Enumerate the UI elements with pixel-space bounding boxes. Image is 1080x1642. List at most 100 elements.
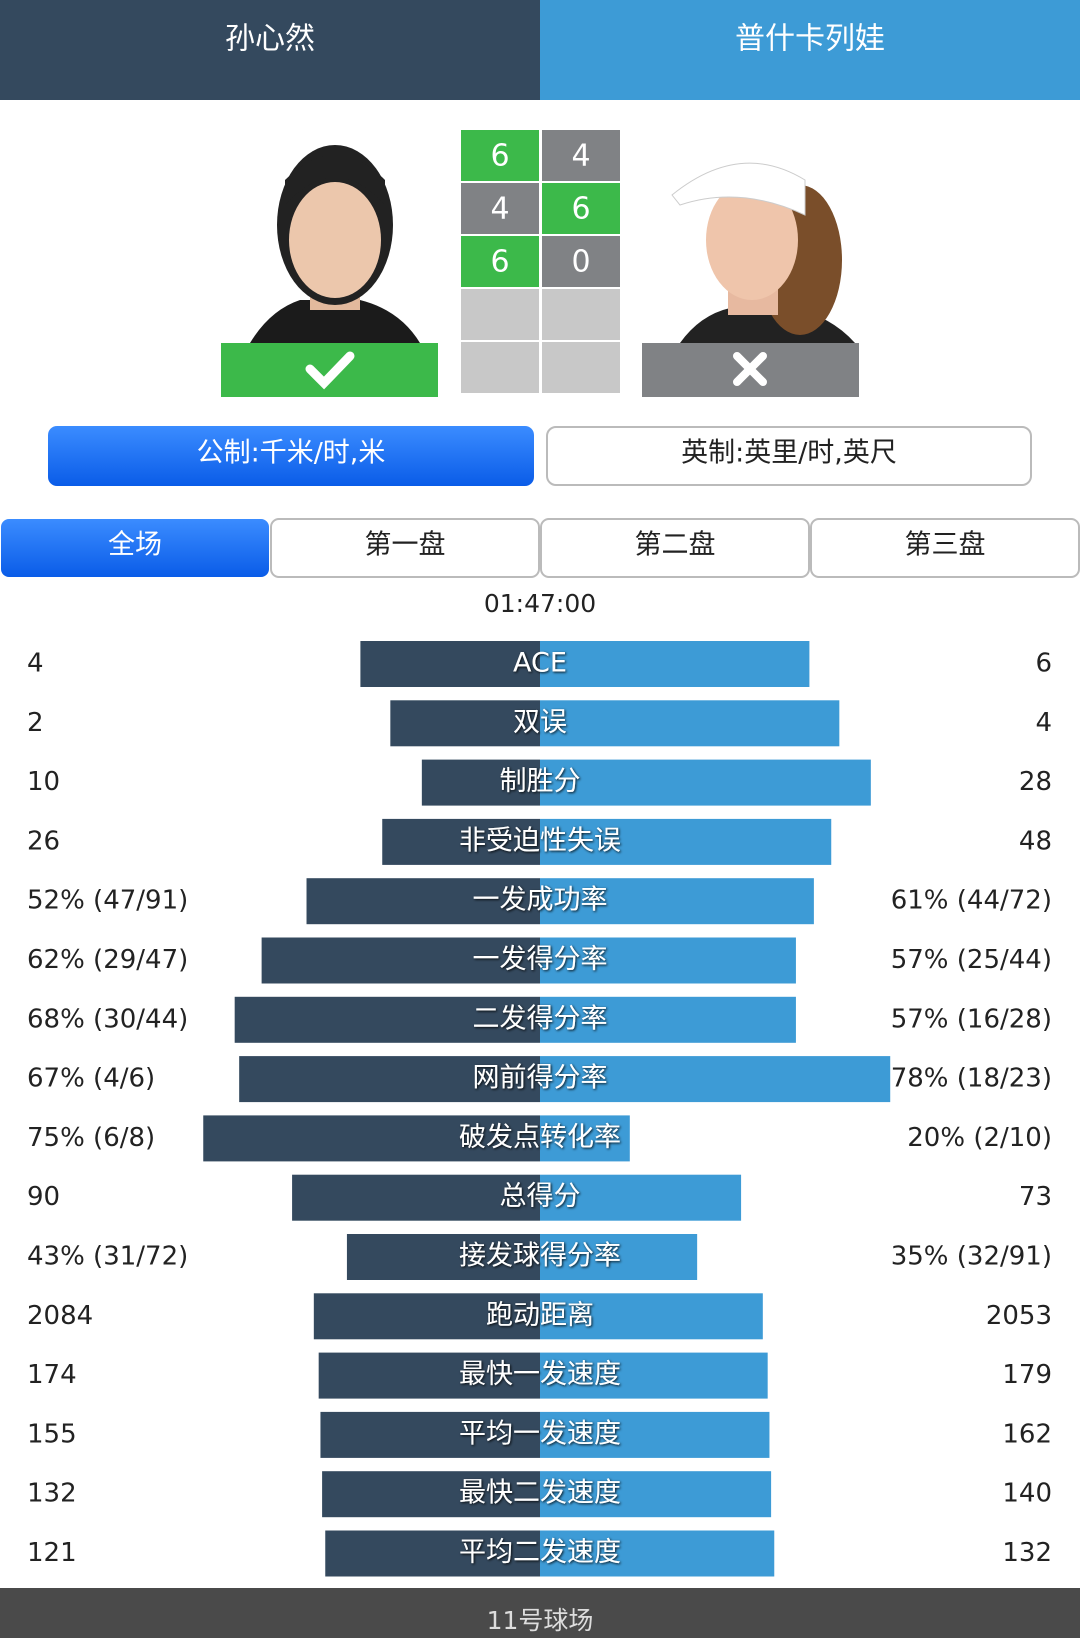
header-right xyxy=(540,0,1080,100)
check-icon xyxy=(305,351,355,390)
stat-label: 平均一发速度 xyxy=(459,1418,621,1449)
stat-right-value: 61% (44/72) xyxy=(891,886,1052,916)
stat-right-value: 179 xyxy=(1002,1360,1052,1390)
winner-badge xyxy=(221,343,438,397)
stat-left-value: 90 xyxy=(27,1182,60,1212)
stat-left-value: 67% (4/6) xyxy=(27,1064,155,1094)
stat-right-value: 4 xyxy=(1035,708,1052,738)
stat-bar-right xyxy=(540,1352,768,1399)
stat-label: 一发成功率 xyxy=(473,885,608,916)
stat-bar-right xyxy=(540,1174,742,1221)
stat-bar-right xyxy=(540,1056,891,1103)
stat-bar-left xyxy=(203,1115,540,1162)
score-cell xyxy=(461,236,539,287)
stat-right-value: 28 xyxy=(1019,767,1052,797)
unit-button[interactable] xyxy=(48,426,534,486)
stat-left-value: 4 xyxy=(27,649,44,679)
stat-left-value: 10 xyxy=(27,767,60,797)
stat-left-value: 68% (30/44) xyxy=(27,1004,188,1034)
stat-left-value: 26 xyxy=(27,826,60,856)
stat-label: 总得分 xyxy=(500,1181,581,1212)
set-tab-label: 第三盘 xyxy=(905,530,986,561)
stat-label: 非受迫性失误 xyxy=(459,825,621,856)
stat-label: 制胜分 xyxy=(500,766,581,797)
stat-bar-left xyxy=(313,1293,540,1340)
stat-bar-right xyxy=(540,759,871,806)
stat-bar-left xyxy=(390,700,540,747)
set-tab-label: 第一盘 xyxy=(365,530,446,561)
footer-bar xyxy=(0,1588,1080,1638)
stat-left-value: 43% (31/72) xyxy=(27,1242,188,1272)
stat-label: 跑动距离 xyxy=(486,1300,594,1331)
stat-bar-left xyxy=(346,1234,540,1280)
score-cell xyxy=(542,236,620,287)
stat-bar-left xyxy=(306,878,540,925)
stat-bar-right xyxy=(540,1530,775,1577)
stat-label: 双误 xyxy=(513,707,567,738)
score-cell xyxy=(461,130,539,181)
set-tab-label: 全场 xyxy=(108,530,162,561)
court-name: 11号球场 xyxy=(487,1606,594,1635)
set-tab[interactable] xyxy=(270,518,540,578)
stat-right-value: 20% (2/10) xyxy=(907,1123,1052,1153)
stat-label: 破发点转化率 xyxy=(459,1122,621,1153)
stat-bar-left xyxy=(421,759,540,806)
stat-bar-right xyxy=(540,937,796,984)
stat-right-value: 57% (16/28) xyxy=(891,1004,1052,1034)
score-cell xyxy=(461,342,539,393)
stat-bar-left xyxy=(234,996,540,1043)
score-cell xyxy=(542,130,620,181)
player-photo xyxy=(671,162,855,343)
score-value: 6 xyxy=(571,192,590,227)
stat-left-value: 2 xyxy=(27,708,44,738)
stat-bar-right xyxy=(540,878,814,925)
set-tab[interactable] xyxy=(1,519,269,577)
score-value: 6 xyxy=(490,245,509,280)
stat-bar-left xyxy=(292,1174,540,1221)
stat-bar-left xyxy=(318,1352,540,1399)
match-duration: 01:47:00 xyxy=(484,589,596,618)
stat-right-value: 162 xyxy=(1002,1419,1052,1449)
score-value: 6 xyxy=(490,139,509,174)
stat-label: 平均二发速度 xyxy=(459,1537,621,1568)
stat-left-value: 75% (6/8) xyxy=(27,1123,155,1153)
stat-label: 二发得分率 xyxy=(473,1003,608,1034)
stat-left-value: 132 xyxy=(27,1479,77,1509)
unit-label: 公制:千米/时,米 xyxy=(197,438,386,469)
stat-left-value: 121 xyxy=(27,1538,77,1568)
stat-right-value: 57% (25/44) xyxy=(891,945,1052,975)
stat-right-value: 48 xyxy=(1019,826,1052,856)
unit-button[interactable] xyxy=(546,426,1032,486)
player-name: 孙心然 xyxy=(225,22,315,57)
stat-bar-left xyxy=(325,1530,540,1577)
stat-bar-right xyxy=(540,1293,763,1340)
stat-bar-right xyxy=(540,818,832,865)
stat-label: 接发球得分率 xyxy=(459,1241,621,1272)
score-value: 4 xyxy=(490,192,509,227)
score-cell xyxy=(542,289,620,340)
set-tab[interactable] xyxy=(810,518,1080,578)
stat-bar-left xyxy=(382,818,540,865)
stat-bar-right xyxy=(540,996,796,1043)
score-cell xyxy=(461,183,539,234)
stat-bar-left xyxy=(360,641,540,687)
stat-right-value: 132 xyxy=(1002,1538,1052,1568)
set-tab-label: 第二盘 xyxy=(635,530,716,561)
stat-label: 一发得分率 xyxy=(473,944,608,975)
unit-label: 英制:英里/时,英尺 xyxy=(681,438,897,469)
set-tab[interactable] xyxy=(540,518,810,578)
stat-left-value: 62% (29/47) xyxy=(27,945,188,975)
stat-label: 最快二发速度 xyxy=(459,1478,621,1509)
score-cell xyxy=(461,289,539,340)
stat-bar-right xyxy=(540,1115,630,1162)
stat-right-value: 2053 xyxy=(986,1301,1052,1331)
score-value: 4 xyxy=(571,139,590,174)
stat-right-value: 78% (18/23) xyxy=(891,1064,1052,1094)
stat-bar-left xyxy=(320,1411,540,1458)
score-cell xyxy=(542,342,620,393)
stat-left-value: 155 xyxy=(27,1419,77,1449)
stat-left-value: 2084 xyxy=(27,1301,93,1331)
stat-left-value: 174 xyxy=(27,1360,77,1390)
score-value: 0 xyxy=(571,245,590,280)
